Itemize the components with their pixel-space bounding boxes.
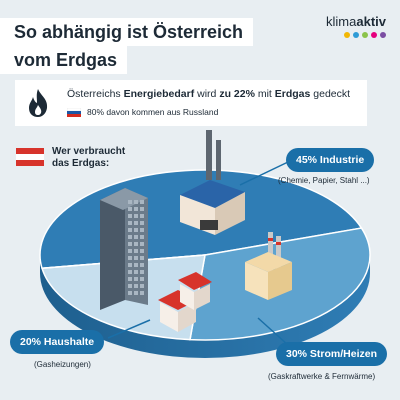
russia-flag-icon [67, 108, 81, 117]
tower-window [140, 270, 144, 274]
tower-window [134, 270, 138, 274]
tower-window [134, 291, 138, 295]
title-box: So abhängig ist Österreich [0, 18, 254, 46]
tower-window [128, 228, 132, 232]
tower-window [140, 291, 144, 295]
austria-flag-icon [16, 148, 44, 166]
tower-window [140, 228, 144, 232]
callout-strom: 30% Strom/Heizen [276, 342, 388, 366]
strom-pointer [257, 317, 289, 346]
tower-window [140, 256, 144, 260]
tower-window [128, 291, 132, 295]
note-industrie: (Chemie, Papier, Stahl ...) [278, 176, 370, 185]
tower-window [128, 256, 132, 260]
tower-window [140, 284, 144, 288]
tower-window [128, 214, 132, 218]
klimaaktiv-logo: klimaaktiv [326, 14, 386, 38]
tower-window [134, 207, 138, 211]
tower-window [140, 214, 144, 218]
tower-window [128, 242, 132, 246]
note-haushalte: (Gasheizungen) [34, 360, 91, 369]
logo-dots [326, 32, 386, 38]
logo-dot [371, 32, 377, 38]
callout-haushalte: 20% Haushalte [10, 330, 105, 354]
info-box: Österreichs Energiebedarf wird zu 22% mi… [15, 80, 367, 126]
tower-window [134, 228, 138, 232]
houses-illustration [158, 272, 212, 332]
tower-window [140, 263, 144, 267]
page-title-line2: vom Erdgas [14, 50, 118, 70]
industrie-pointer [239, 161, 289, 186]
tower-window [134, 242, 138, 246]
page-title-line1: So abhängig ist Österreich [14, 22, 244, 42]
tower-window [134, 256, 138, 260]
tower-window [140, 207, 144, 211]
flame-icon [29, 89, 48, 117]
tower-window [128, 270, 132, 274]
tower-window [134, 235, 138, 239]
power-plant-illustration [245, 232, 292, 300]
logo-dot [362, 32, 368, 38]
note-strom: (Gaskraftwerke & Fernwärme) [268, 372, 376, 381]
tower-window [134, 284, 138, 288]
logo-dot [344, 32, 350, 38]
callout-industrie: 45% Industrie [286, 148, 375, 172]
tower-window [134, 200, 138, 204]
tower-window [128, 277, 132, 281]
tower-window [134, 263, 138, 267]
tower-window [140, 249, 144, 253]
tower-window [140, 277, 144, 281]
tower-window [134, 277, 138, 281]
tower-window [128, 249, 132, 253]
tower-window [134, 214, 138, 218]
logo-text: klimaaktiv [326, 14, 386, 29]
tower-window [140, 221, 144, 225]
tower-window [140, 200, 144, 204]
tower-window [134, 221, 138, 225]
tower-window [140, 242, 144, 246]
tower-window [128, 221, 132, 225]
tower-window [128, 284, 132, 288]
tower-window [128, 207, 132, 211]
tower-window [128, 235, 132, 239]
info-sub-text: 80% davon kommen aus Russland [87, 107, 219, 117]
haushalte-pointer [107, 319, 151, 339]
tower-window [140, 235, 144, 239]
question-text: Wer verbraucht das Erdgas: [52, 146, 126, 169]
factory-illustration [180, 130, 245, 235]
tower-window [128, 263, 132, 267]
tower-windows [128, 200, 144, 295]
logo-dot [380, 32, 386, 38]
tower-window [134, 249, 138, 253]
info-main-text: Österreichs Energiebedarf wird zu 22% mi… [67, 88, 351, 100]
tower-window [128, 200, 132, 204]
logo-dot [353, 32, 359, 38]
title-box-2: vom Erdgas [0, 46, 128, 74]
